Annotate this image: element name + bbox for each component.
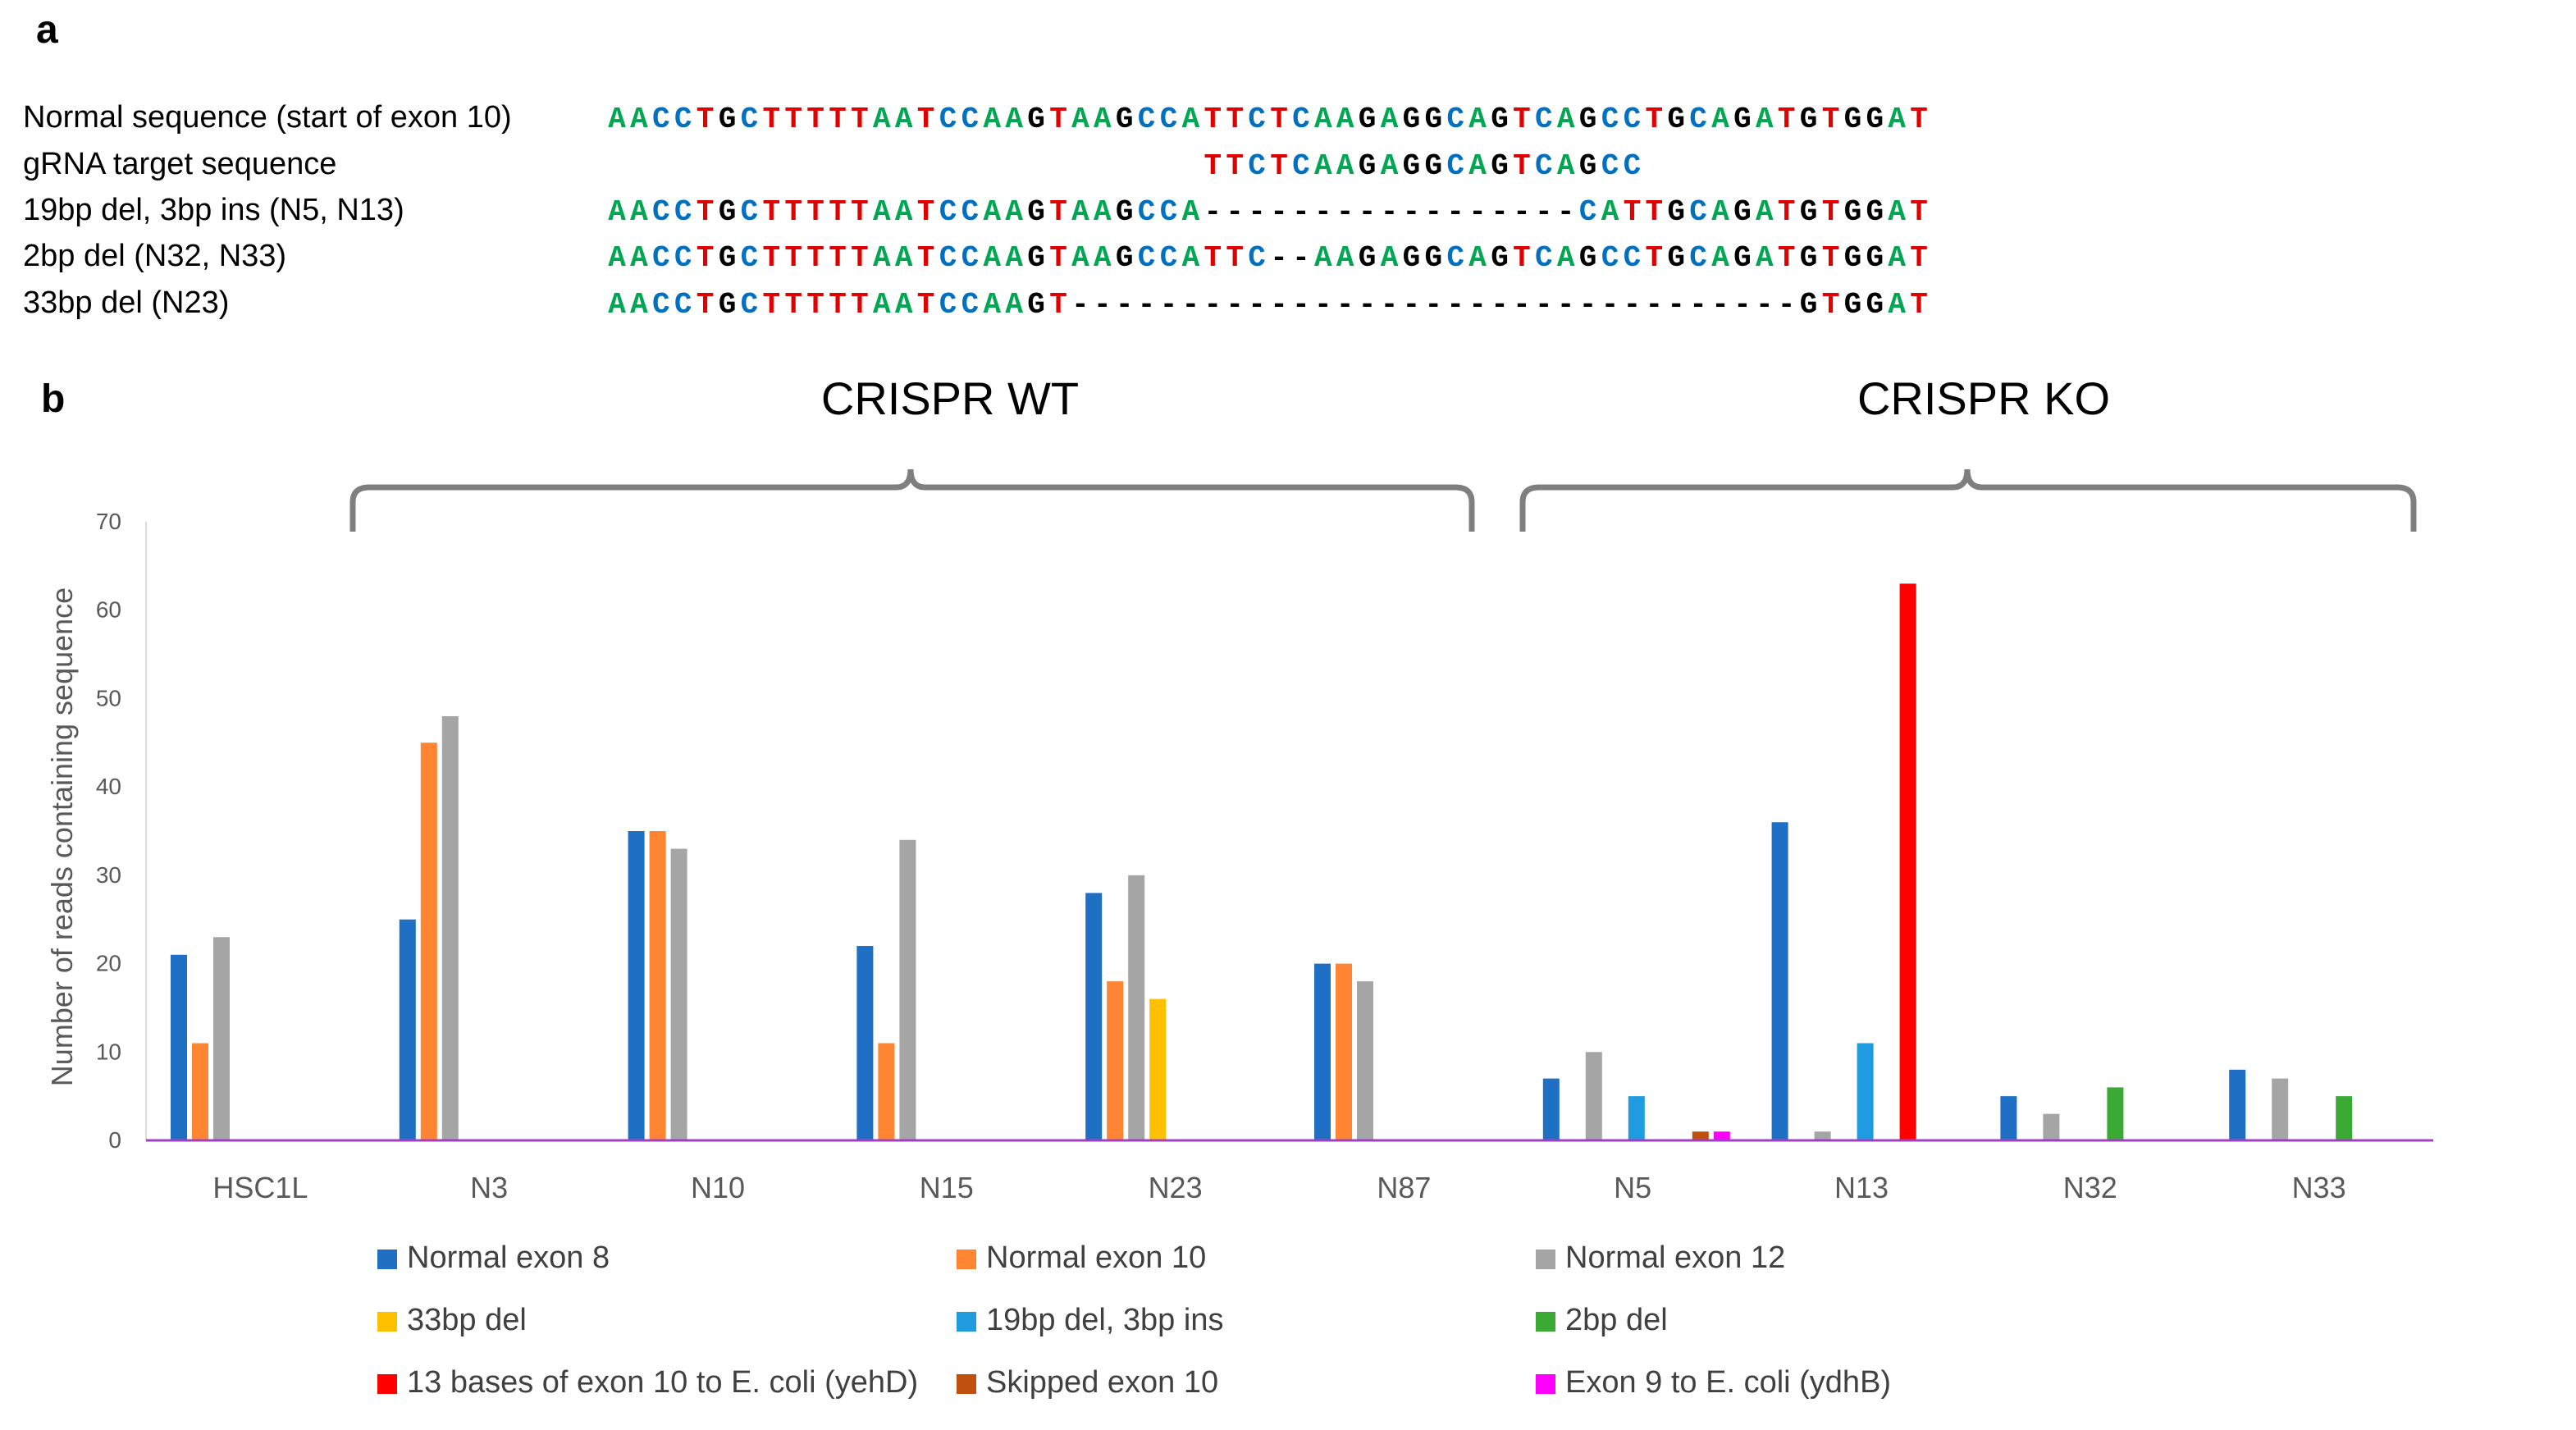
bar-normal-exon-12-n87: [1357, 981, 1373, 1140]
group-title-crispr-ko: CRISPR KO: [1857, 372, 2110, 424]
bar-2bp-del-n32: [2107, 1087, 2124, 1140]
x-tick-label: N23: [1149, 1171, 1203, 1204]
bar-normal-exon-12-n32: [2043, 1113, 2060, 1140]
x-tick-label: N5: [1614, 1171, 1651, 1204]
legend-swatch: [957, 1250, 976, 1269]
y-tick-label: 50: [96, 685, 121, 710]
legend-swatch: [377, 1250, 397, 1269]
sequence-row-label: 19bp del, 3bp ins (N5, N13): [23, 193, 404, 227]
y-tick-label: 60: [96, 597, 121, 623]
x-tick-label: N15: [920, 1171, 974, 1204]
legend-item-label: Normal exon 8: [407, 1240, 610, 1275]
bar-normal-exon-8-n15: [856, 946, 874, 1140]
bar-normal-exon-12-n23: [1128, 875, 1145, 1140]
brace-crispr-wt: [349, 468, 1475, 532]
legend-swatch: [1536, 1374, 1555, 1394]
bar-normal-exon-10-n3: [420, 742, 437, 1140]
bar-normal-exon-8-n13: [1771, 822, 1788, 1140]
sequence-row-label: gRNA target sequence: [23, 147, 336, 181]
x-tick-label: N32: [2063, 1171, 2117, 1204]
bar-normal-exon-8-n23: [1085, 893, 1103, 1140]
bar-normal-exon-8-n87: [1314, 963, 1331, 1140]
bar-normal-exon-8-hsc1l: [171, 954, 187, 1140]
sequence-row-label: Normal sequence (start of exon 10): [23, 100, 512, 135]
panel-b-label: b: [41, 377, 65, 421]
bar-normal-exon-10-n23: [1107, 981, 1124, 1140]
y-tick-label: 30: [96, 862, 121, 888]
legend-item-label: Normal exon 12: [1565, 1240, 1785, 1275]
y-tick-label: 0: [108, 1127, 121, 1153]
x-tick-label: N33: [2292, 1171, 2346, 1204]
bar-normal-exon-8-n32: [2000, 1096, 2017, 1140]
bar-skipped-exon-10-n5: [1692, 1131, 1709, 1140]
bar-chart: 0 10 20 30 40 50 60 70 HSC1L N3 N10 N15 N23 N87 N5 N13 N…: [96, 509, 2433, 1204]
bar-normal-exon-12-n15: [899, 839, 916, 1140]
bar-normal-exon-12-n33: [2272, 1078, 2289, 1140]
legend-item-label: 2bp del: [1565, 1303, 1668, 1337]
y-tick-label: 40: [96, 774, 121, 799]
legend-swatch: [957, 1374, 976, 1394]
legend-item-label: 19bp del, 3bp ins: [986, 1303, 1223, 1337]
bar-normal-exon-8-n3: [399, 919, 416, 1140]
sequence-alignment: Normal sequence (start of exon 10) A A C C T G…: [23, 100, 1928, 322]
y-tick-label: 20: [96, 951, 121, 976]
y-axis-label: Number of reads containing sequence: [45, 587, 79, 1086]
bar-normal-exon-8-n5: [1542, 1078, 1560, 1140]
legend-swatch: [1536, 1312, 1555, 1332]
bar-normal-exon-10-n15: [878, 1043, 895, 1140]
bar-normal-exon-12-n10: [670, 848, 687, 1140]
x-tick-label: N10: [691, 1171, 745, 1204]
legend-swatch: [957, 1312, 976, 1332]
x-tick-label: N87: [1377, 1171, 1431, 1204]
bar-exon-9-to-e-coli-ydhb-n5: [1713, 1131, 1730, 1140]
bar-13-bases-of-exon-10-to-e-coli-yehd-n13: [1899, 583, 1916, 1140]
bar-normal-exon-12-n3: [441, 715, 459, 1140]
x-tick-label: N3: [470, 1171, 508, 1204]
legend-swatch: [377, 1312, 397, 1332]
legend-item-label: Normal exon 10: [986, 1240, 1206, 1275]
bar-normal-exon-10-n10: [649, 831, 666, 1140]
bar-normal-exon-8-n33: [2229, 1069, 2246, 1140]
panel-a-label: a: [36, 8, 58, 52]
brace-crispr-ko: [1519, 468, 2417, 532]
bar-19bp-del-3bp-ins-n5: [1628, 1096, 1645, 1140]
legend-item-label: 13 bases of exon 10 to E. coli (yehD): [407, 1365, 918, 1400]
bar-2bp-del-n33: [2336, 1096, 2353, 1140]
y-tick-label: 10: [96, 1039, 121, 1064]
bar-normal-exon-12-n5: [1585, 1052, 1602, 1140]
bar-19bp-del-3bp-ins-n13: [1857, 1043, 1874, 1140]
legend-swatch: [1536, 1250, 1555, 1269]
legend-item-label: Exon 9 to E. coli (ydhB): [1565, 1365, 1891, 1400]
legend-item-label: Skipped exon 10: [986, 1365, 1218, 1400]
sequence-row-label: 33bp del (N23): [23, 286, 229, 320]
legend-swatch: [377, 1374, 397, 1394]
group-title-crispr-wt: CRISPR WT: [821, 372, 1079, 424]
bar-normal-exon-12-hsc1l: [213, 937, 230, 1140]
x-tick-label: HSC1L: [212, 1171, 308, 1204]
bar-normal-exon-12-n13: [1814, 1131, 1831, 1140]
bar-33bp-del-n23: [1149, 998, 1167, 1140]
y-tick-label: 70: [96, 509, 121, 534]
bar-normal-exon-10-hsc1l: [192, 1043, 208, 1140]
bar-normal-exon-10-n87: [1336, 963, 1352, 1140]
legend-item-label: 33bp del: [407, 1303, 527, 1337]
sequence-row-label: 2bp del (N32, N33): [23, 239, 286, 273]
bar-normal-exon-8-n10: [628, 831, 645, 1140]
x-tick-label: N13: [1834, 1171, 1889, 1204]
legend: Normal exon 8 Normal exon 10 Normal exon 1…: [377, 1240, 1891, 1400]
